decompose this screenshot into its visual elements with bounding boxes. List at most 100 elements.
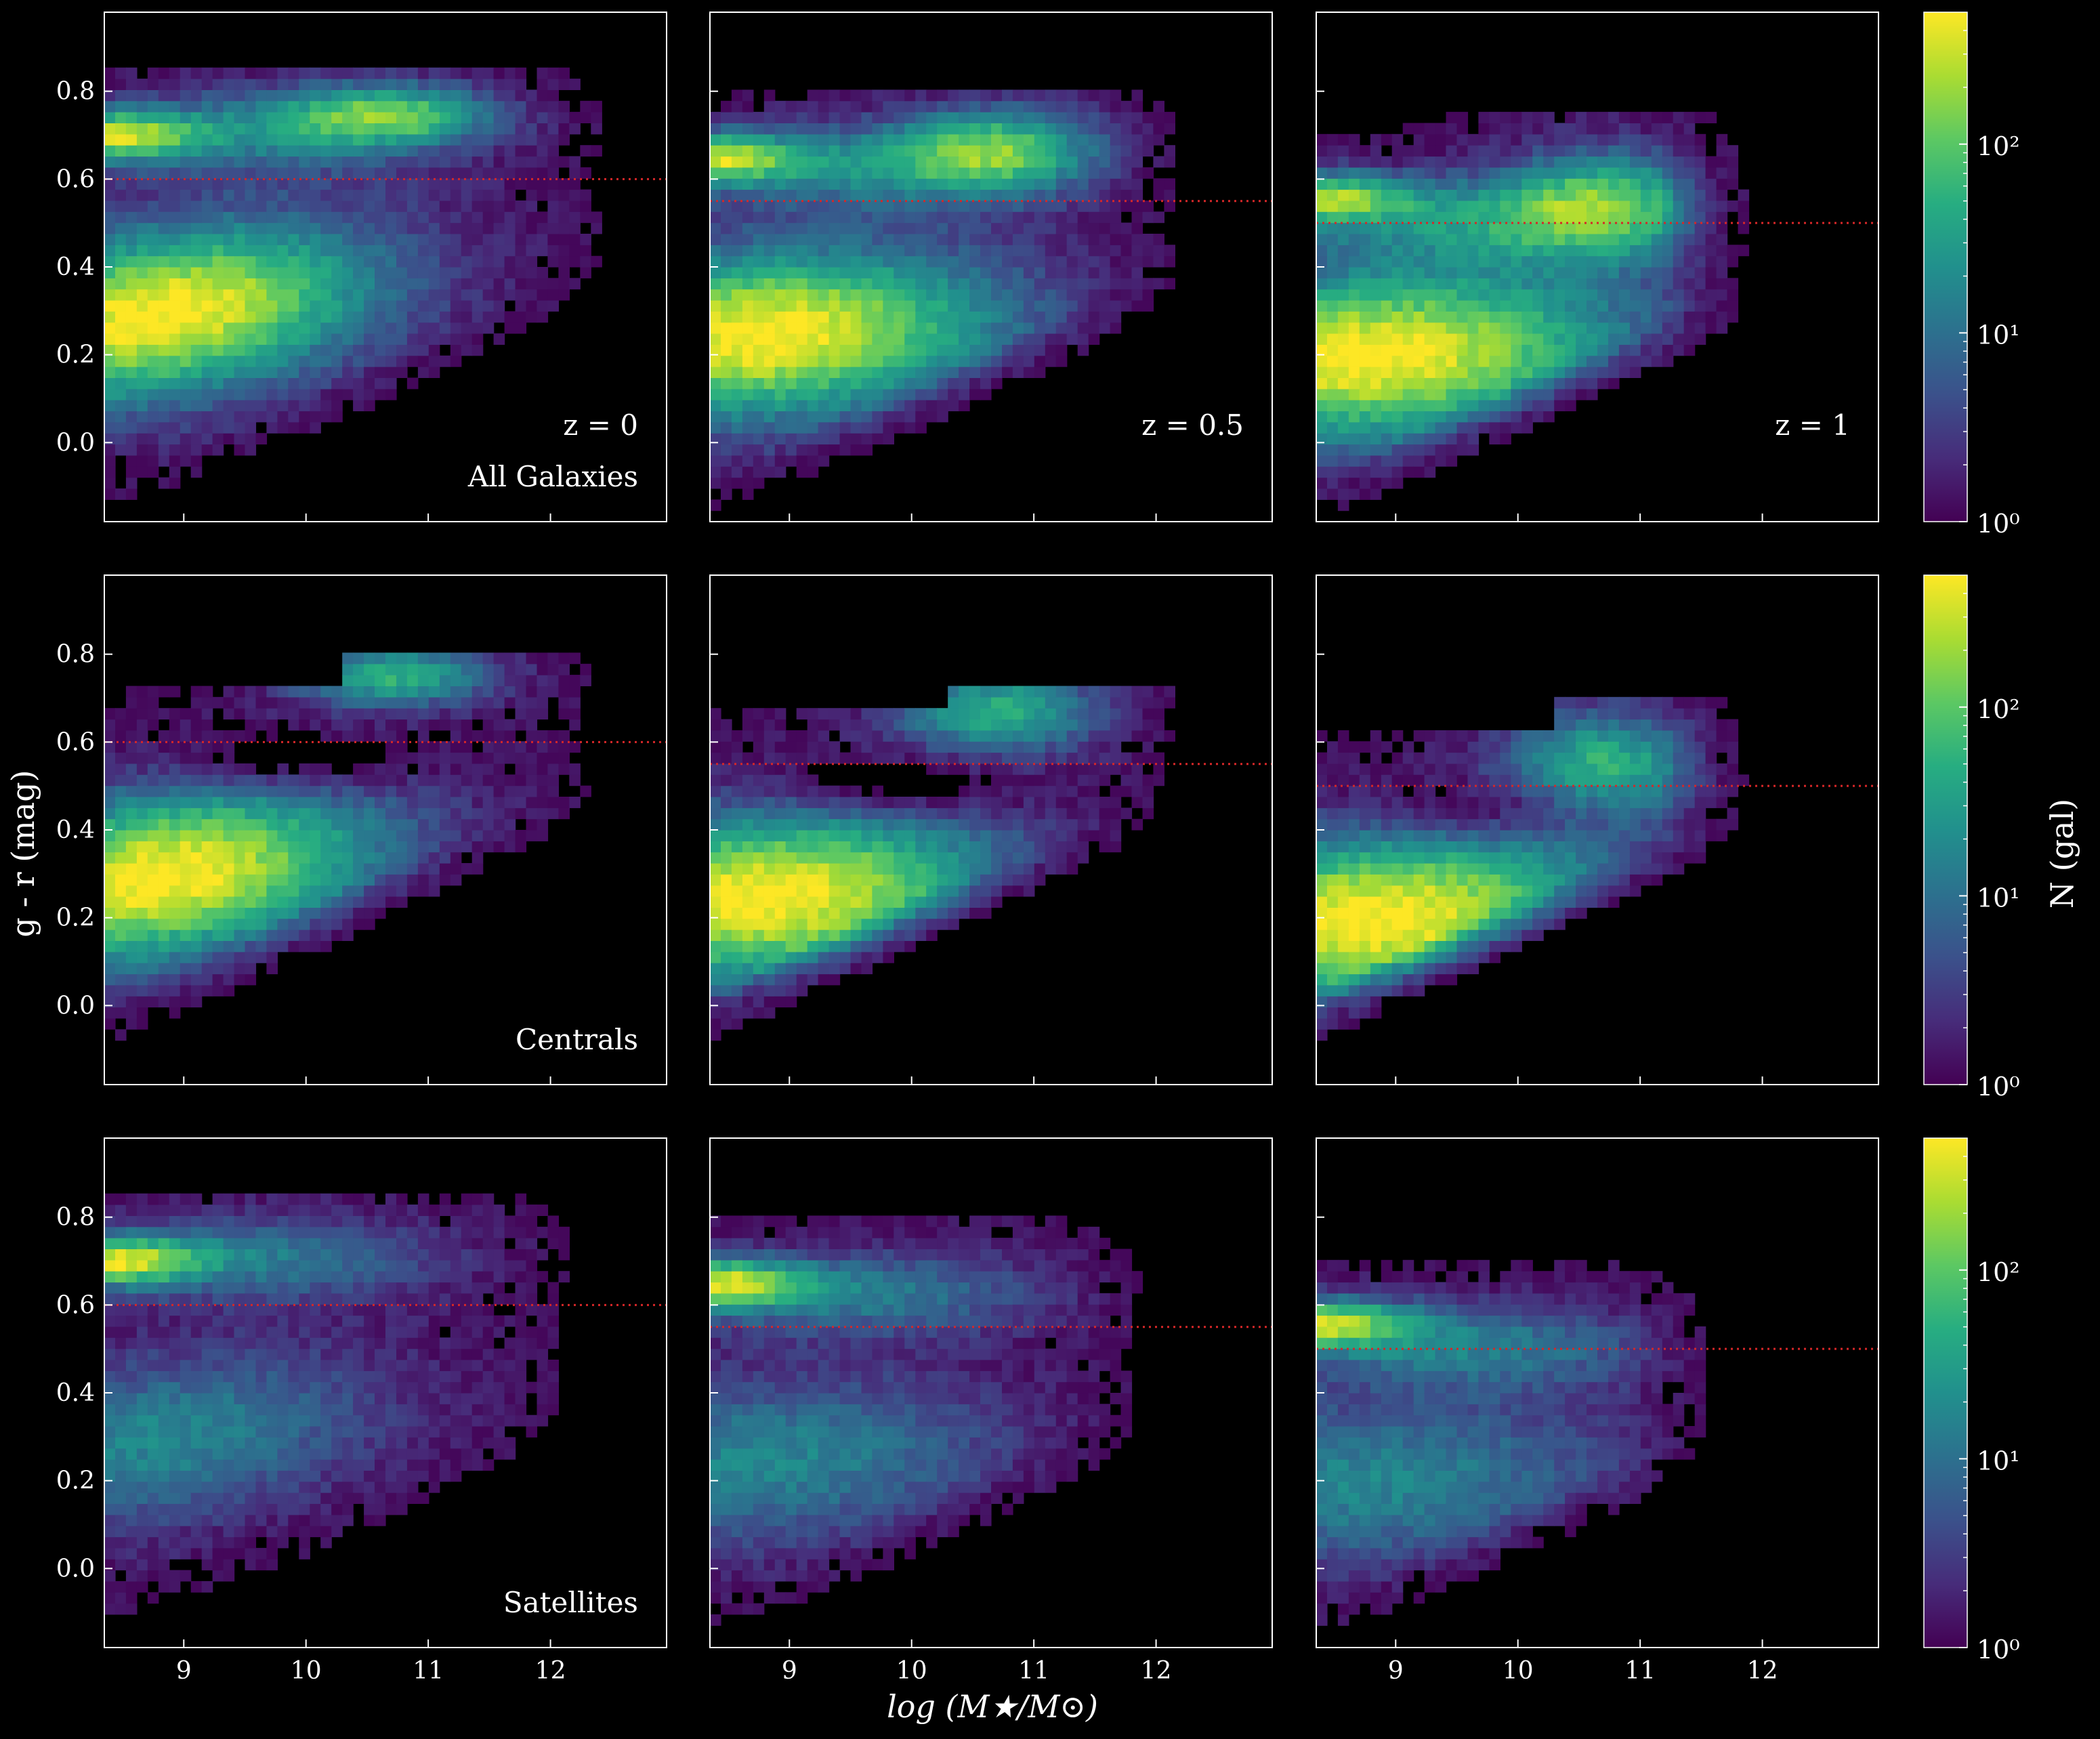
histogram-cell [1316, 333, 1328, 345]
histogram-cell [234, 112, 246, 123]
histogram-cell [234, 79, 246, 90]
histogram-cell [353, 333, 364, 345]
histogram-cell [169, 156, 181, 168]
histogram-cell [1640, 211, 1652, 224]
histogram-cell [894, 366, 905, 378]
histogram-cell [894, 156, 905, 168]
histogram-cell [1565, 278, 1576, 290]
histogram-cell [1023, 145, 1035, 157]
histogram-cell [136, 918, 148, 930]
histogram-cell [1066, 156, 1078, 168]
histogram-cell [428, 686, 440, 698]
histogram-cell [774, 741, 786, 753]
histogram-cell [245, 333, 257, 345]
histogram-cell [201, 167, 213, 179]
histogram-cell [364, 222, 375, 234]
histogram-cell [471, 752, 484, 764]
histogram-cell [1337, 333, 1349, 345]
histogram-cell [1066, 245, 1078, 257]
histogram-cell [104, 763, 116, 775]
histogram-cell [320, 67, 332, 79]
histogram-cell [1543, 300, 1555, 312]
histogram-cell [763, 377, 776, 390]
histogram-cell [1413, 311, 1425, 323]
histogram-cell [104, 973, 116, 986]
histogram-cell [785, 752, 797, 764]
histogram-cell [288, 89, 299, 102]
histogram-cell [807, 377, 819, 390]
histogram-cell [1629, 333, 1641, 345]
histogram-cell [1359, 455, 1371, 467]
histogram-cell [1359, 411, 1371, 423]
histogram-cell [180, 79, 192, 90]
histogram-cell [245, 841, 257, 853]
histogram-cell [136, 951, 148, 963]
histogram-cell [1597, 222, 1609, 234]
histogram-cell [742, 322, 754, 334]
histogram-cell [818, 255, 830, 268]
histogram-cell [299, 696, 310, 709]
histogram-cell [915, 178, 927, 190]
histogram-cell [255, 774, 268, 787]
histogram-cell [796, 929, 808, 941]
histogram-cell [1662, 311, 1674, 323]
histogram-cell [288, 874, 299, 886]
histogram-cell [753, 918, 765, 930]
histogram-cell [807, 344, 819, 356]
histogram-cell [428, 763, 440, 775]
histogram-cell [266, 189, 278, 201]
histogram-cell [1413, 289, 1425, 301]
histogram-cell [1142, 289, 1154, 301]
histogram-cell [364, 663, 375, 675]
histogram-cell [158, 830, 170, 841]
histogram-cell [277, 278, 289, 290]
histogram-cell [396, 79, 408, 90]
histogram-cell [223, 929, 235, 941]
histogram-cell [1002, 355, 1013, 367]
histogram-cell [785, 311, 797, 323]
histogram-cell [245, 100, 257, 112]
histogram-cell [796, 730, 808, 742]
histogram-cell [115, 741, 127, 753]
histogram-cell [147, 752, 159, 764]
histogram-cell [537, 741, 549, 753]
histogram-cell [959, 133, 970, 146]
histogram-cell [1618, 222, 1631, 234]
histogram-cell [742, 400, 754, 412]
histogram-cell [169, 267, 181, 278]
histogram-cell [926, 123, 938, 135]
histogram-cell [417, 355, 429, 367]
histogram-cell [872, 377, 883, 390]
histogram-cell [190, 466, 203, 478]
histogram-cell [450, 267, 462, 278]
histogram-cell [201, 719, 213, 731]
histogram-cell [818, 234, 830, 245]
histogram-cell [125, 1018, 138, 1030]
histogram-cell [1532, 278, 1544, 290]
histogram-cell [190, 719, 203, 731]
histogram-cell [796, 311, 808, 323]
histogram-cell [537, 156, 549, 168]
histogram-cell [1500, 267, 1511, 278]
histogram-cell [785, 289, 797, 301]
histogram-cell [212, 896, 224, 908]
histogram-cell [796, 289, 808, 301]
histogram-cell [1727, 167, 1739, 179]
histogram-cell [245, 278, 257, 290]
histogram-cell [904, 333, 916, 345]
histogram-cell [158, 278, 170, 290]
histogram-cell [774, 311, 786, 323]
histogram-cell [1608, 255, 1620, 268]
histogram-cell [342, 156, 354, 168]
histogram-cell [1521, 222, 1533, 234]
histogram-cell [774, 267, 786, 278]
histogram-cell [818, 222, 830, 234]
histogram-cell [915, 366, 927, 378]
histogram-cell [785, 973, 797, 986]
histogram-cell [753, 885, 765, 897]
histogram-cell [828, 344, 841, 356]
histogram-cell [742, 918, 754, 930]
histogram-cell [1716, 211, 1728, 224]
histogram-cell [1456, 245, 1469, 257]
histogram-cell [1045, 211, 1057, 224]
